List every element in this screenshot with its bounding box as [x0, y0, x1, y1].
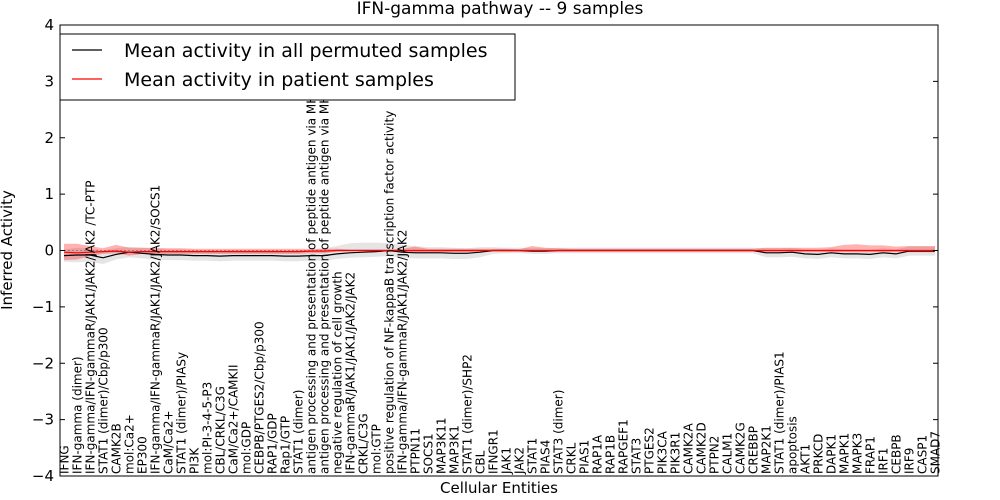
- x-tick-label: antigen processing and presentation of p…: [305, 45, 319, 474]
- legend-label-permuted: Mean activity in all permuted samples: [124, 40, 487, 62]
- x-tick-label: CEBPB: [890, 434, 904, 474]
- y-tick-label: −1: [32, 298, 54, 316]
- x-tick-label: CBL/CRKL/C3G: [214, 386, 228, 474]
- lines-layer: [60, 249, 938, 259]
- x-tick-label: CAMK2A: [682, 423, 696, 474]
- chart-title: IFN-gamma pathway -- 9 samples: [357, 0, 644, 19]
- y-tick-label: 2: [44, 129, 54, 147]
- x-tick-label: RAP1/GDP: [266, 413, 280, 474]
- x-tick-label: PIAS4: [539, 440, 553, 474]
- x-tick-label: STAT1 (dimer)/Cbp/p300: [97, 327, 111, 474]
- x-tick-label: AKT1: [799, 444, 813, 474]
- legend: Mean activity in all permuted samples Me…: [59, 33, 516, 101]
- x-tick-label: MAPK3: [851, 433, 865, 474]
- x-tick-label: IFNG: [58, 445, 72, 474]
- x-tick-label: STAT3 (dimer): [552, 390, 566, 474]
- x-tick-label: RAPGEF1: [617, 419, 631, 474]
- x-tick-label: MAP2K1: [760, 425, 774, 474]
- x-tick-label: RAP1A: [591, 434, 605, 474]
- x-tick-label: IFN-gamma (dimer): [71, 356, 85, 474]
- band-permuted: [64, 242, 935, 264]
- x-tick-label: PI3K: [188, 447, 202, 474]
- x-tick-label: IFNGR1: [487, 429, 501, 474]
- x-tick-label: MAP3K11: [435, 417, 449, 474]
- x-tick-label: STAT1 (dimer): [292, 390, 306, 474]
- x-tick-label: negative regulation of cell growth: [331, 271, 345, 474]
- x-tick-label: CEBPB/PTGES2/Cbp/p300: [253, 321, 267, 474]
- x-tick-label: CREBBP: [747, 426, 761, 474]
- x-tick-label: mol:GDP: [240, 422, 254, 474]
- x-tick-label: positive regulation of NF-kappaB transcr…: [383, 111, 397, 474]
- x-tick-label: CAMK2G: [734, 422, 748, 474]
- x-tick-label: STAT1 (dimer)/SHP2: [461, 354, 475, 474]
- y-tick-label: −2: [32, 354, 54, 372]
- x-tick-label: mol:PI-3-4-5-P3: [201, 382, 215, 474]
- legend-label-patient: Mean activity in patient samples: [124, 69, 434, 91]
- x-tick-label: JAK2: [513, 447, 527, 475]
- x-tick-label: IFN-gamma/IFN-gammaR/JAK1/JAK2/JAK2 /TC-…: [84, 180, 98, 474]
- x-tick-label: PTGES2: [643, 427, 657, 474]
- x-tick-label: CRKL: [565, 442, 579, 474]
- x-tick-label: STAT1: [526, 438, 540, 474]
- x-tick-label: IFN-gamma/IFN-gammaR/JAK1/JAK2/JAK2: [396, 229, 410, 474]
- x-tick-labels: IFNG IFN-gamma (dimer) IFN-gamma/IFN-gamma…: [58, 42, 943, 475]
- y-tick-label: 3: [44, 72, 54, 90]
- x-tick-label: CaM/Ca2+: [162, 410, 176, 474]
- x-tick-label: DAPK1: [825, 434, 839, 474]
- x-tick-label: SMAD7: [929, 431, 943, 474]
- x-tick-label: PTPN11: [409, 428, 423, 474]
- line-patient: [63, 249, 935, 254]
- y-tick-label: −4: [32, 467, 54, 485]
- x-axis-label: Cellular Entities: [440, 479, 558, 497]
- x-tick-label: EP300: [136, 436, 150, 474]
- x-tick-label: MAP3K1: [448, 425, 462, 474]
- x-tick-label: IRF1: [877, 448, 891, 474]
- x-tick-label: CBL: [474, 450, 488, 474]
- x-tick-label: CASP1: [916, 435, 930, 474]
- x-tick-label: RAP1B: [604, 435, 618, 474]
- x-tick-label: STAT1 (dimer)/PIASy: [175, 352, 189, 474]
- y-tick-label: −3: [32, 411, 54, 429]
- y-tick-label: 1: [44, 185, 54, 203]
- x-tick-label: PIK3R1: [669, 432, 683, 474]
- x-tick-label: STAT1 (dimer)/PIAS1: [773, 351, 787, 474]
- x-tick-label: CALM1: [721, 433, 735, 474]
- y-tick-label: 4: [44, 16, 54, 34]
- x-tick-label: apoptosis: [786, 416, 800, 474]
- x-tick-label: STAT3: [630, 438, 644, 474]
- legend-box: [59, 33, 516, 101]
- x-tick-label: mol:Ca2+: [123, 414, 137, 474]
- x-tick-label: PTPN2: [708, 436, 722, 474]
- x-tick-label: SOCS1: [422, 433, 436, 474]
- x-tick-label: IRF9: [903, 448, 917, 474]
- x-tick-label: PIK3CA: [656, 430, 670, 474]
- x-tick-label: antigen processing and presentation of p…: [318, 42, 332, 474]
- x-tick-label: CAMK2B: [110, 423, 124, 474]
- x-tick-label: PIAS1: [578, 440, 592, 474]
- x-tick-label: PRKCD: [812, 434, 826, 474]
- y-axis-label: Inferred Activity: [0, 190, 16, 310]
- x-tick-label: JAK1: [500, 447, 514, 475]
- x-tick-label: IFN-gamma/IFN-gammaR/JAK1/JAK2/JAK2/SOCS…: [149, 185, 163, 474]
- x-tick-label: CaM/Ca2+/CAMKII: [227, 365, 241, 474]
- x-tick-label: CRKL/C3G: [357, 413, 371, 474]
- x-tick-label: Rap1/GTP: [279, 416, 293, 474]
- x-tick-label: MAPK1: [838, 433, 852, 474]
- x-tick-label: CAMK2D: [695, 422, 709, 474]
- x-tick-label: IFN-gammaR/JAK1/JAK1/JAK2/JAK2: [344, 272, 358, 474]
- x-tick-label: FRAP1: [864, 436, 878, 474]
- plot-frame: [59, 24, 939, 477]
- x-tick-label: mol:GTP: [370, 424, 384, 474]
- y-tick-label: 0: [44, 242, 54, 260]
